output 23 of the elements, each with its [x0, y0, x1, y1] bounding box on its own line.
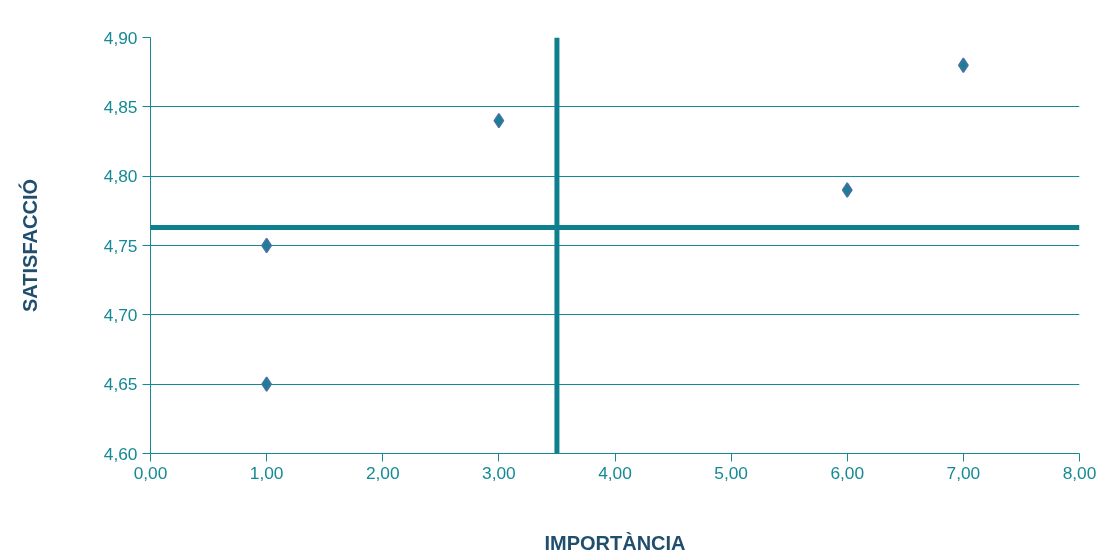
x-tick-label: 3,00: [482, 462, 516, 483]
y-tick-label: 4,65: [103, 374, 138, 395]
x-tick-label: 5,00: [714, 462, 748, 483]
point: [261, 237, 273, 254]
point: [957, 57, 969, 73]
point: [841, 182, 853, 198]
y-axis-title: SATISFACCIÓ: [17, 179, 41, 312]
point: [493, 112, 505, 129]
x-tick-label: 1,00: [249, 462, 284, 483]
x-tick-label: 8,00: [1062, 462, 1097, 483]
x-tick-label: 2,00: [365, 462, 400, 483]
y-tick-label: 4,80: [103, 166, 138, 187]
x-axis-title: IMPORTÀNCIA: [544, 531, 686, 554]
y-tick-label: 4,90: [103, 27, 138, 48]
x-tick-label: 4,00: [598, 462, 632, 483]
y-tick-label: 4,85: [103, 96, 138, 117]
y-tick-label: 4,75: [103, 235, 138, 256]
x-tick-label: 7,00: [946, 462, 981, 483]
x-tick-label: 6,00: [830, 462, 865, 483]
y-tick-label: 4,60: [103, 443, 138, 464]
x-tick-label: 0,00: [133, 462, 168, 483]
point: [261, 376, 273, 392]
y-tick-label: 4,70: [103, 304, 138, 325]
